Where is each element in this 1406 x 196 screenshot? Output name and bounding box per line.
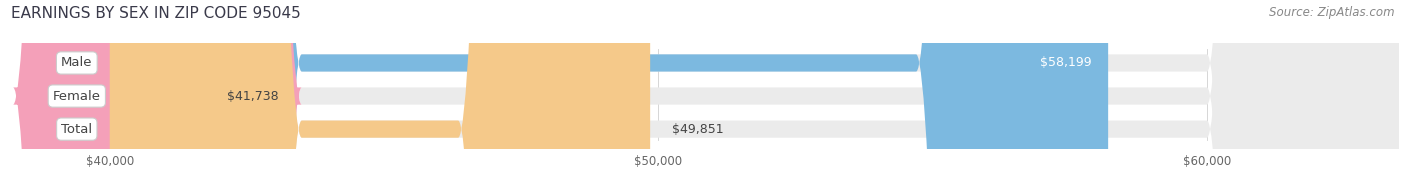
Text: $41,738: $41,738 — [226, 90, 278, 103]
FancyBboxPatch shape — [110, 0, 1108, 196]
FancyBboxPatch shape — [110, 0, 1399, 196]
FancyBboxPatch shape — [13, 0, 302, 196]
Text: Male: Male — [60, 56, 93, 69]
Text: Total: Total — [62, 123, 93, 136]
Text: $58,199: $58,199 — [1040, 56, 1091, 69]
FancyBboxPatch shape — [110, 0, 1399, 196]
Text: Source: ZipAtlas.com: Source: ZipAtlas.com — [1270, 6, 1395, 19]
Text: $49,851: $49,851 — [672, 123, 724, 136]
FancyBboxPatch shape — [110, 0, 650, 196]
Text: EARNINGS BY SEX IN ZIP CODE 95045: EARNINGS BY SEX IN ZIP CODE 95045 — [11, 6, 301, 21]
Text: Female: Female — [53, 90, 101, 103]
FancyBboxPatch shape — [110, 0, 1399, 196]
